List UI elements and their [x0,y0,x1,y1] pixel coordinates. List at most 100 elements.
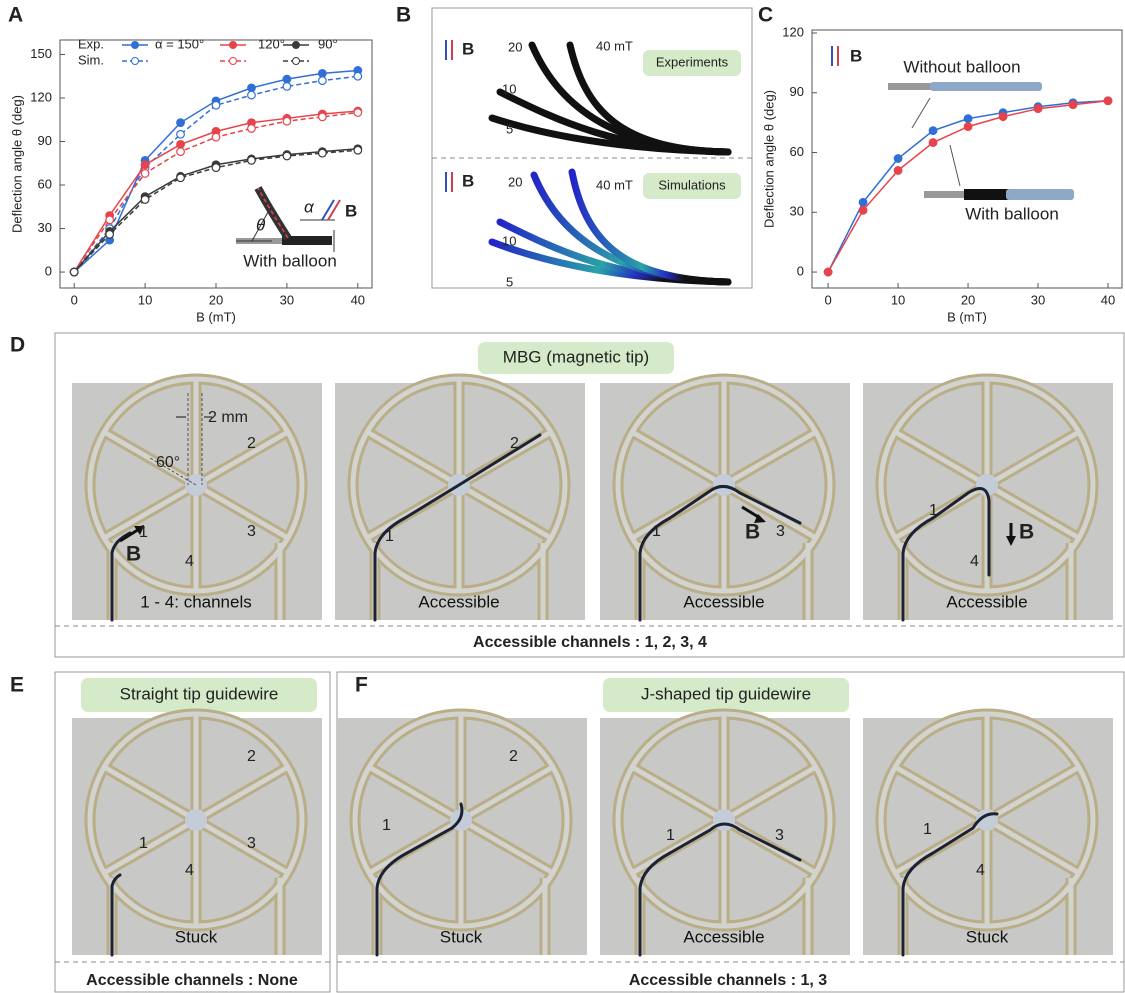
x-tick-label: 40 [351,292,365,307]
data-point [354,146,362,154]
x-tick-label: 30 [1031,292,1045,307]
scale-label: 2 mm [208,409,248,426]
panel-label: B [396,4,411,27]
y-tick-label: 30 [790,204,804,219]
y-tick-label: 120 [30,89,52,104]
data-point [177,174,185,182]
annotation: θ [256,215,266,234]
photo: B 1 3 Accessible [600,379,850,620]
field-label: B [850,46,862,65]
data-point [859,207,867,215]
channel-label: 1 [139,524,148,541]
x-tick-label: 20 [961,292,975,307]
caption: Stuck [175,927,218,946]
series-label: With balloon [965,204,1059,223]
data-point [1069,101,1077,109]
annotation: B [345,201,357,220]
data-point [1034,105,1042,113]
deflection-shapes [492,45,728,282]
channel-label: 1 [652,523,661,540]
photo: 1 2 Stuck [337,714,587,955]
photo: 1 4 Stuck [863,714,1113,955]
x-tick-label: 0 [824,292,831,307]
panel-title: MBG (magnetic tip) [503,347,649,366]
x-tick-label: 0 [71,292,78,307]
channel-label: 3 [247,523,256,540]
data-point [824,268,832,276]
caption: Stuck [440,927,483,946]
data-point [964,115,972,123]
field-label: B [126,543,141,566]
data-point [248,157,256,165]
legend-row-label: Sim. [78,52,104,67]
data-point [929,139,937,147]
channel-label: 4 [970,553,979,570]
data-point [964,123,972,131]
channel-label: 4 [976,862,985,879]
data-point [354,109,362,117]
y-tick-label: 150 [30,46,52,61]
channel-label: 3 [775,827,784,844]
data-point [248,84,256,92]
data-point [894,155,902,163]
x-axis-label: B (mT) [947,309,987,324]
legend-label: α = 150° [155,36,204,51]
caption: Accessible [418,592,499,611]
panel-label: A [8,4,23,27]
level-label: 20 [508,39,522,54]
data-point [141,161,149,169]
field-label: B [462,171,474,190]
annotation: α [304,197,315,216]
channel-label: 2 [247,435,256,452]
channel-label: 1 [923,821,932,838]
caption: Accessible [683,592,764,611]
x-tick-label: 30 [280,292,294,307]
tag-label: Simulations [658,177,726,192]
x-tick-label: 40 [1101,292,1115,307]
data-point [141,170,149,178]
legend-label: 90° [318,36,338,51]
data-point [319,70,327,78]
data-point [283,117,291,125]
channel-label: 3 [776,523,785,540]
y-tick-label: 0 [45,263,52,278]
legend-label: 120° [258,36,285,51]
panel-label: C [758,4,773,27]
summary: Accessible channels : 1, 3 [629,972,827,989]
caption: Accessible [946,592,1027,611]
data-point [212,133,220,141]
y-tick-label: 0 [797,263,804,278]
level-label: 5 [506,121,513,136]
caption: Accessible [683,927,764,946]
panel-title: J-shaped tip guidewire [641,684,811,703]
y-tick-label: 120 [782,24,804,39]
caption: 1 - 4: channels [140,592,252,611]
balloon-icons [888,82,1074,200]
channel-label: 4 [185,553,194,570]
summary: Accessible channels : 1, 2, 3, 4 [473,634,707,651]
tag-label: Experiments [656,54,729,69]
caption: Stuck [966,927,1009,946]
level-label: 10 [502,233,516,248]
data-point [283,83,291,91]
data-point [283,152,291,160]
channel-label: 1 [382,817,391,834]
level-label: 20 [508,174,522,189]
channel-label: 1 [929,502,938,519]
channel-label: 2 [510,435,519,452]
y-axis-label: Deflection angle θ (deg) [761,90,776,228]
data-point [177,148,185,156]
data-point [319,149,327,157]
data-point [859,199,867,207]
channel-label: 2 [247,748,256,765]
figure: A B C D E F With balloon θ α B B B Exper… [0,0,1125,993]
data-point [177,141,185,149]
level-label: 40 mT [596,38,633,53]
legend-marker [230,58,237,65]
summary: Accessible channels : None [86,972,298,989]
field-icon [446,40,452,192]
x-axis-label: B (mT) [196,309,236,324]
channel-label: 2 [509,748,518,765]
y-tick-label: 90 [790,84,804,99]
legend-marker [230,42,237,49]
